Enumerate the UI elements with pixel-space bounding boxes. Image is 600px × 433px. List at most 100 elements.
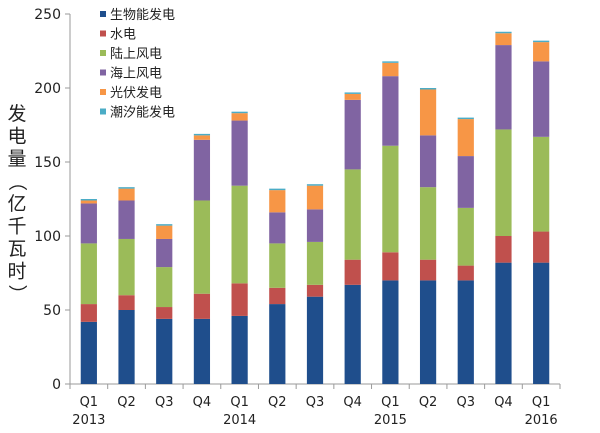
x-tick-label: Q3 <box>306 395 325 410</box>
y-tick-label: 100 <box>34 229 61 245</box>
y-axis-label-char: 亿 <box>7 193 26 215</box>
bar-segment <box>193 139 211 201</box>
legend-label: 水电 <box>110 28 136 43</box>
bar-segment <box>382 280 399 384</box>
x-tick-label: Q4 <box>494 395 513 410</box>
bar-segment <box>231 113 248 121</box>
bar-segment <box>118 310 135 384</box>
x-tick-label: Q2 <box>419 395 438 410</box>
bar-segment <box>344 99 361 170</box>
x-tick-label: Q2 <box>268 395 287 410</box>
bar-segment <box>156 224 173 226</box>
y-axis-label-char: 发 <box>7 103 26 125</box>
x-tick-labels: Q1 2013 Q2 Q3 Q4 Q1 2014 Q2 Q3 Q4 Q1 2015 Q2 Q3 Q4 Q1 20… <box>72 395 557 428</box>
axes <box>65 13 561 389</box>
bar-segment <box>156 267 173 308</box>
y-tick-label: 0 <box>52 377 61 393</box>
x-tick-label: Q4 <box>193 395 212 410</box>
y-axis-label-char: ） <box>6 284 28 303</box>
legend-label: 生物能发电 <box>110 7 175 23</box>
bar-segment <box>231 283 248 316</box>
bar-segment <box>344 259 361 285</box>
bar-segment <box>495 33 512 46</box>
bar-segment <box>156 318 173 384</box>
y-axis-label-char: 电 <box>7 126 26 148</box>
bar-segment <box>533 42 550 62</box>
bar-segment <box>457 265 474 281</box>
x-tick-label: Q3 <box>457 395 476 410</box>
x-year-label: 2014 <box>223 413 256 428</box>
bar-segment <box>344 284 361 384</box>
legend-swatch <box>100 108 106 115</box>
y-axis-label-char: 瓦 <box>7 238 26 260</box>
x-year-label: 2013 <box>72 413 105 428</box>
bar-segment <box>419 88 437 90</box>
bar-segment <box>457 119 474 157</box>
legend-swatch <box>100 11 106 17</box>
x-tick-label: Q2 <box>117 395 136 410</box>
bar-segment <box>80 199 97 201</box>
bar-segment <box>344 169 361 260</box>
bar-segment <box>118 188 135 201</box>
bar-segment <box>306 296 324 384</box>
legend-swatch <box>100 30 106 37</box>
x-tick-label: Q3 <box>155 395 174 410</box>
bar-segment <box>193 293 211 319</box>
y-axis-label-char: （ <box>6 172 28 191</box>
bar-segment <box>495 262 512 384</box>
bar-segment <box>156 238 173 268</box>
bar-segment <box>457 156 474 208</box>
bar-segment <box>382 76 399 146</box>
bar-segment <box>231 111 248 114</box>
bar-segment <box>457 117 474 120</box>
bar-segment <box>80 243 97 305</box>
bar-segment <box>495 129 512 236</box>
bar-segment <box>231 315 248 384</box>
bar-segment <box>306 185 324 210</box>
legend-swatch <box>100 50 106 56</box>
bar-segment <box>382 61 399 63</box>
bar-segment <box>193 135 211 140</box>
bar-segment <box>193 200 211 294</box>
bar-segment <box>269 304 286 384</box>
legend-label: 潮汐能发电 <box>110 105 175 121</box>
bar-segment <box>306 209 324 242</box>
legend-label: 海上风电 <box>110 67 162 82</box>
bar-segment <box>495 45 512 130</box>
x-year-label: 2016 <box>525 413 558 428</box>
bar-segment <box>118 295 135 310</box>
x-tick-label: Q1 <box>80 395 99 410</box>
bar-segment <box>533 136 550 232</box>
bar-segment <box>419 280 437 384</box>
legend-label: 光伏发电 <box>110 85 162 101</box>
bar-segment <box>80 321 97 384</box>
bar-segment <box>344 92 361 94</box>
bar-segment <box>80 200 97 204</box>
bar-segment <box>382 145 399 253</box>
y-axis-label-char: 量 <box>7 148 26 170</box>
bar-segment <box>495 236 512 263</box>
bar-segment <box>382 62 399 77</box>
legend-swatch <box>100 89 106 95</box>
bar-segment <box>533 262 550 384</box>
bar-segment <box>269 243 286 288</box>
bar-segment <box>193 133 211 136</box>
legend-label: 陆上风电 <box>110 46 162 62</box>
y-tick-label: 50 <box>43 303 61 319</box>
bar-segment <box>80 203 97 244</box>
bar-segment <box>118 200 135 239</box>
bar-segment <box>269 287 286 305</box>
bar-segment <box>156 307 173 319</box>
bar-segment <box>457 207 474 266</box>
y-tick-label: 200 <box>34 81 61 97</box>
bar-segment <box>269 190 286 213</box>
bar-segment <box>269 212 286 244</box>
x-tick-label: Q1 <box>230 395 249 410</box>
bar-segment <box>269 188 286 191</box>
x-tick-label: Q1 <box>381 395 400 410</box>
bar-segment <box>533 61 550 137</box>
bar-segment <box>118 238 135 296</box>
